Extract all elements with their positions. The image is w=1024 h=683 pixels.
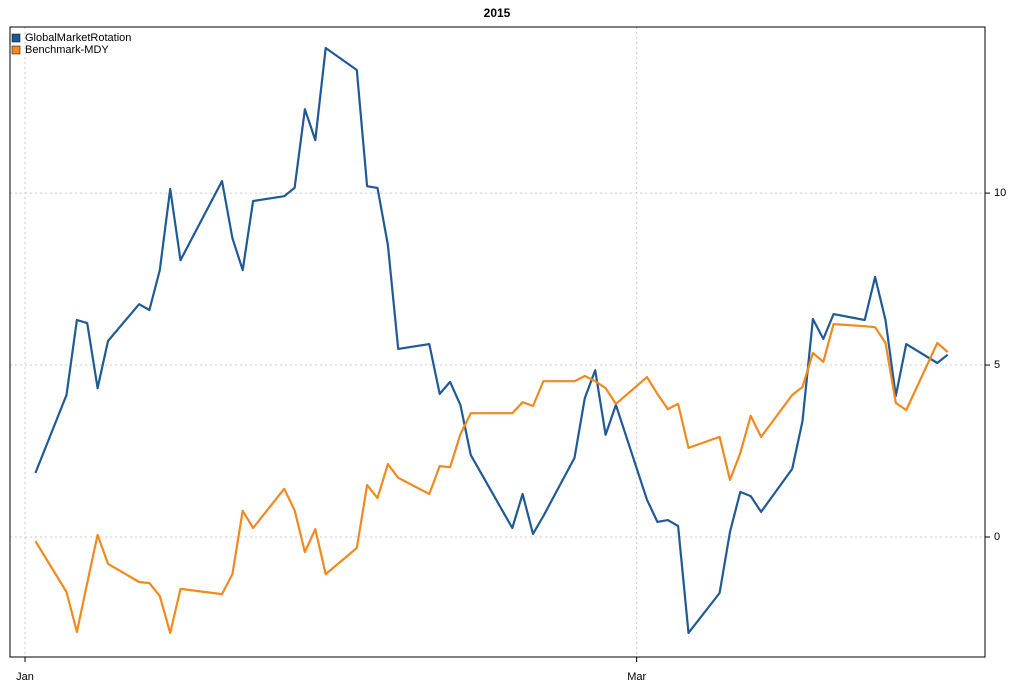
legend-swatch <box>11 45 21 55</box>
x-tick-label: Jan <box>16 671 34 683</box>
y-tick-label: 10 <box>994 187 1006 199</box>
y-tick-label: 0 <box>994 531 1000 543</box>
legend-swatch <box>11 33 21 43</box>
y-tick-label: 5 <box>994 359 1000 371</box>
series-line <box>34 323 949 634</box>
legend-label: Benchmark-MDY <box>25 44 109 56</box>
series-line <box>34 46 949 634</box>
plot-frame <box>9 26 986 658</box>
x-tick-label: Mar <box>627 671 646 683</box>
chart-title: 2015 <box>484 6 511 20</box>
legend-label: GlobalMarketRotation <box>25 32 131 44</box>
